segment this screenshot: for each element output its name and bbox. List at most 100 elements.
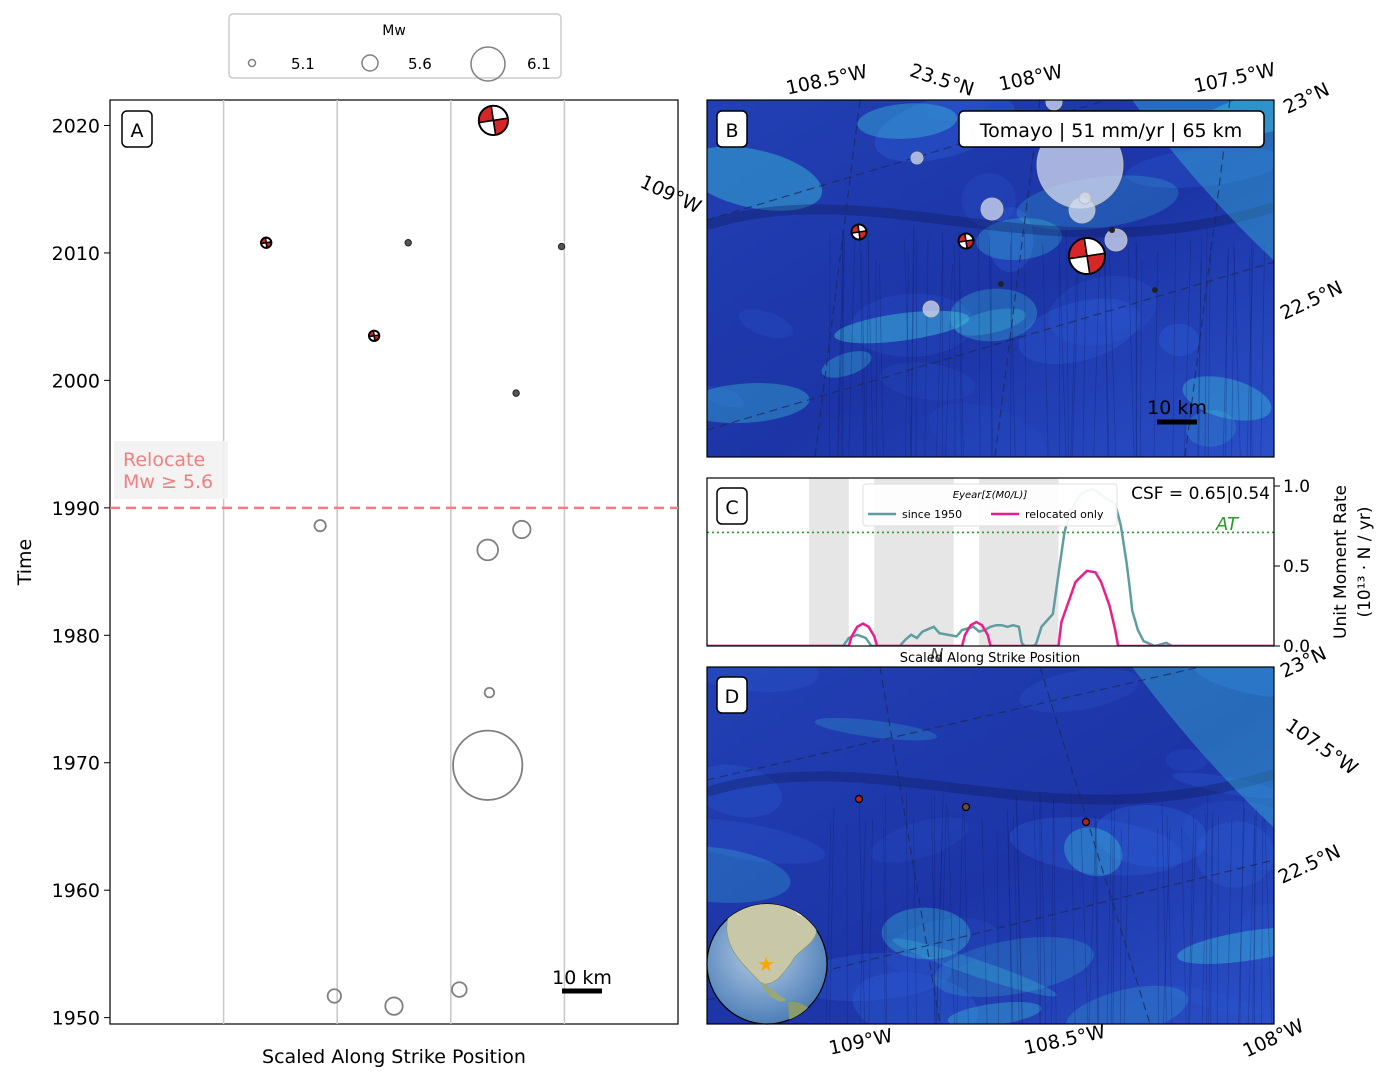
fault-scarp bbox=[1070, 238, 1078, 457]
beachball-rim bbox=[368, 329, 381, 342]
panel-d-letter-box bbox=[716, 676, 748, 714]
panel-c-csf: CSF = 0.65|0.54 bbox=[1131, 484, 1270, 504]
fault-scarp bbox=[978, 230, 981, 457]
panel-c-legend-title: Eyear[Σ(M0/L)] bbox=[953, 490, 1028, 501]
transform-fault-trough bbox=[707, 769, 1274, 805]
ytick-label: 0.5 bbox=[1283, 557, 1310, 577]
fault-scarp bbox=[904, 238, 912, 457]
panel-c-letter-box bbox=[716, 487, 748, 525]
historic-event bbox=[1104, 228, 1128, 252]
event-circle-pre1990 bbox=[313, 519, 327, 533]
fault-scarp bbox=[988, 235, 994, 457]
panel-b-scalebar-label: 10 km bbox=[1147, 397, 1207, 419]
fault-scarp bbox=[1033, 804, 1041, 1024]
epicenter bbox=[961, 802, 971, 812]
fault-scarp bbox=[1112, 801, 1116, 1024]
gray-band bbox=[809, 478, 849, 646]
study-location-star-icon: ★ bbox=[757, 952, 775, 976]
panel-d-lon-right: 107.5°W bbox=[1281, 714, 1362, 780]
panel-c-letter: C bbox=[725, 497, 738, 519]
seafloor-relief bbox=[949, 288, 1038, 342]
panel-b-frame bbox=[706, 99, 1275, 458]
legend-label-since-1950: since 1950 bbox=[902, 508, 962, 521]
mw-legend: Mw 5.1 5.6 6.1 bbox=[228, 13, 562, 82]
fault-scarp bbox=[910, 224, 914, 457]
central-america-landmass bbox=[762, 982, 786, 1002]
fault-scarp bbox=[1166, 814, 1173, 1024]
series-relocated-only bbox=[707, 569, 1274, 646]
fault-scarp bbox=[1216, 815, 1220, 1024]
fault-scarp bbox=[865, 228, 870, 457]
fault-scarp bbox=[1210, 811, 1214, 1024]
seafloor-relief bbox=[1048, 275, 1157, 346]
seafloor-relief bbox=[850, 293, 975, 357]
panel-b-lat-right-2: 22.5°N bbox=[1277, 277, 1346, 325]
panel-b-letter-box bbox=[716, 110, 748, 148]
fault-scarp bbox=[958, 232, 962, 457]
seafloor-relief bbox=[707, 383, 810, 424]
nodal-plane bbox=[857, 224, 861, 240]
fault-scarp bbox=[1139, 259, 1143, 457]
beachball-rim bbox=[260, 236, 273, 249]
nodal-plane bbox=[490, 105, 497, 135]
fault-scarp bbox=[959, 262, 964, 457]
fault-scarp bbox=[1123, 809, 1130, 1024]
fault-scarp bbox=[828, 233, 831, 457]
fault-scarp bbox=[939, 803, 947, 1024]
ytick-label: 1980 bbox=[52, 625, 100, 647]
event-circle-pre1990 bbox=[326, 988, 342, 1004]
ytick-label: 1.0 bbox=[1283, 477, 1310, 497]
mw-legend-label-medium: 5.6 bbox=[408, 55, 432, 73]
seafloor-relief bbox=[738, 309, 794, 339]
focal-mechanism bbox=[850, 223, 868, 241]
fault-scarp bbox=[1201, 794, 1209, 1024]
fault-scarp bbox=[1162, 828, 1171, 1024]
fault-scarp bbox=[1104, 237, 1109, 457]
fault-scarp bbox=[867, 238, 874, 457]
seafloor-relief bbox=[892, 938, 1057, 997]
seafloor-relief bbox=[933, 936, 1094, 997]
ytick-label: 0.0 bbox=[1283, 637, 1310, 657]
panel-b-banner-box bbox=[958, 110, 1265, 148]
seafloor-relief bbox=[834, 310, 970, 344]
fault-scarp bbox=[825, 821, 832, 1024]
panel-c-ylabel-line1: Unit Moment Rate bbox=[1331, 485, 1351, 639]
mw-legend-symbol-medium bbox=[361, 54, 379, 72]
seafloor-relief bbox=[1183, 800, 1274, 871]
fault-scarp bbox=[963, 800, 969, 1024]
nodal-plane bbox=[1083, 238, 1091, 274]
fault-scarp bbox=[861, 252, 867, 457]
mw-legend-symbol-small bbox=[247, 58, 257, 68]
fault-scarp bbox=[1222, 246, 1230, 457]
panel-c-yticks: 0.0 0.5 1.0 bbox=[1274, 477, 1310, 657]
nodal-plane bbox=[264, 237, 268, 248]
seafloor-relief bbox=[857, 103, 958, 139]
fault-scarp bbox=[1096, 821, 1099, 1024]
panel-d: D ★ 23°N 107.5°W 22.5°N 109°W 108.5°W 10… bbox=[706, 642, 1362, 1062]
fault-scarp bbox=[1065, 228, 1069, 457]
fault-scarp bbox=[913, 819, 917, 1024]
fault-scarp bbox=[846, 825, 848, 1024]
panel-b-banner: Tomayo | 51 mm/yr | 65 km bbox=[979, 120, 1242, 142]
fault-scarp bbox=[1208, 821, 1213, 1024]
event-dot bbox=[557, 242, 566, 251]
event-dot bbox=[512, 389, 520, 397]
relocate-label-line2: Mw ≥ 5.6 bbox=[123, 471, 213, 493]
fault-scarp bbox=[1157, 828, 1159, 1024]
fault-scarp bbox=[1042, 244, 1049, 457]
seafloor-relief bbox=[1190, 667, 1274, 698]
fault-scarp bbox=[936, 793, 944, 1024]
fault-scarp bbox=[1204, 227, 1208, 457]
fault-scarp bbox=[1053, 798, 1057, 1024]
series-since-1950 bbox=[707, 487, 1274, 646]
seafloor-relief bbox=[707, 818, 826, 864]
fault-scarp bbox=[1093, 242, 1101, 457]
fault-scarp bbox=[1016, 796, 1023, 1024]
seafloor-relief bbox=[870, 817, 969, 863]
fault-scarp bbox=[1226, 819, 1233, 1024]
fault-scarp bbox=[878, 263, 884, 457]
focal-mechanism bbox=[368, 329, 381, 342]
mw-legend-title: Mw bbox=[382, 23, 406, 39]
panel-d-letter: D bbox=[725, 686, 740, 708]
